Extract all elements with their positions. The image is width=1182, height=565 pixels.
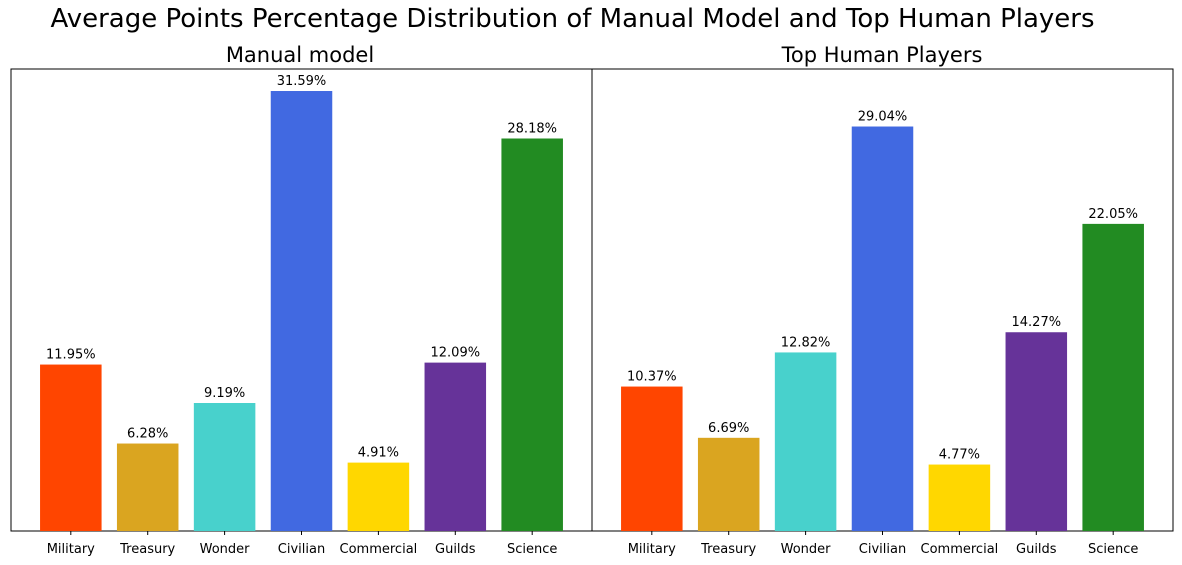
- x-tick-label-civilian: Civilian: [278, 542, 325, 557]
- data-label-guilds: 14.27%: [1012, 315, 1062, 330]
- panel-manual-model: Manual model 11.95% Military 6.28% Treasury…: [10, 43, 593, 557]
- bar-treasury: [697, 437, 760, 531]
- data-label-treasury: 6.69%: [708, 421, 749, 436]
- bar-treasury: [116, 443, 179, 531]
- data-label-science: 22.05%: [1088, 207, 1138, 222]
- data-label-wonder: 9.19%: [204, 386, 245, 401]
- x-tick-label-commercial: Commercial: [340, 542, 418, 557]
- bar-guilds: [1005, 332, 1068, 531]
- bar-wonder: [193, 403, 256, 531]
- x-tick-label-commercial: Commercial: [921, 542, 999, 557]
- panel-title-manual-model: Manual model: [226, 43, 374, 67]
- x-tick-label-military: Military: [47, 542, 95, 557]
- bar-wonder: [774, 352, 837, 531]
- bar-civilian: [270, 91, 333, 531]
- x-tick-label-wonder: Wonder: [200, 542, 251, 557]
- x-tick-label-science: Science: [507, 542, 557, 557]
- x-tick-label-guilds: Guilds: [435, 542, 476, 557]
- x-tick-label-guilds: Guilds: [1016, 542, 1057, 557]
- data-label-wonder: 12.82%: [781, 335, 831, 350]
- bar-commercial: [928, 464, 991, 531]
- bar-guilds: [424, 362, 487, 531]
- bar-military: [40, 364, 102, 531]
- panel-title-top-human-players: Top Human Players: [781, 43, 983, 67]
- data-label-treasury: 6.28%: [127, 427, 168, 442]
- panel-top-human-players: Top Human Players 10.37% Military 6.69% Tre…: [591, 43, 1174, 557]
- x-tick-label-treasury: Treasury: [119, 542, 175, 557]
- data-label-military: 10.37%: [627, 370, 677, 385]
- x-tick-label-science: Science: [1088, 542, 1138, 557]
- data-label-military: 11.95%: [46, 348, 96, 363]
- bar-science: [501, 138, 563, 531]
- data-label-commercial: 4.91%: [358, 446, 399, 461]
- x-tick-label-civilian: Civilian: [859, 542, 906, 557]
- bar-military: [621, 386, 683, 531]
- data-label-commercial: 4.77%: [939, 448, 980, 463]
- data-label-guilds: 12.09%: [431, 346, 481, 361]
- bar-science: [1082, 223, 1144, 531]
- x-tick-label-military: Military: [628, 542, 676, 557]
- figure-suptitle: Average Points Percentage Distribution o…: [50, 4, 1095, 34]
- data-label-civilian: 31.59%: [277, 74, 327, 89]
- bar-commercial: [347, 462, 410, 531]
- data-label-civilian: 29.04%: [858, 110, 908, 125]
- x-tick-label-wonder: Wonder: [781, 542, 832, 557]
- data-label-science: 28.18%: [507, 122, 557, 137]
- bar-civilian: [851, 126, 914, 532]
- x-tick-label-treasury: Treasury: [700, 542, 756, 557]
